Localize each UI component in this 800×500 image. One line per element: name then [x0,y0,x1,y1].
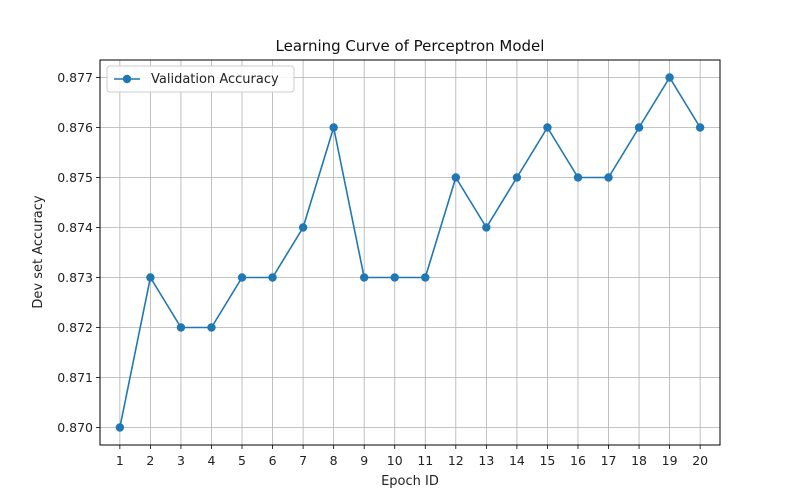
data-point [451,173,461,182]
x-tick-label: 5 [238,453,246,468]
data-point [573,173,583,182]
legend-marker-sample [122,74,132,84]
x-tick-label: 12 [448,453,464,468]
x-tick-label: 14 [509,453,525,468]
x-tick-label: 11 [417,453,433,468]
x-tick-label: 3 [177,453,185,468]
data-point [329,123,338,132]
data-point [207,323,216,332]
y-tick-label: 0.874 [57,220,93,235]
data-point [390,273,399,282]
y-axis: 0.870 0.871 0.872 0.873 0.874 0.875 0.876 0.877 [57,70,100,435]
data-point [665,73,674,82]
x-tick-label: 10 [387,453,403,468]
x-tick-label: 13 [478,453,494,468]
data-point [176,323,186,332]
grid-lines [100,60,720,445]
data-point [298,223,308,232]
x-tick-label: 1 [116,453,124,468]
plot-area [99,59,721,446]
data-point [543,123,552,132]
legend: Validation Accuracy [106,65,295,93]
x-tick-label: 18 [631,453,647,468]
data-point [604,173,613,182]
x-axis-label: Epoch ID [381,474,439,489]
data-point [268,273,277,282]
y-tick-label: 0.875 [57,170,93,185]
x-tick-label: 9 [360,453,368,468]
x-tick-label: 8 [330,453,338,468]
x-tick-label: 2 [146,453,154,468]
x-axis: 1 2 3 4 5 6 7 8 9 10 11 12 13 14 15 16 17 18 19 20 [116,445,708,468]
data-point [237,273,247,282]
x-tick-label: 16 [570,453,586,468]
y-tick-label: 0.876 [57,120,93,135]
series-layer [115,73,705,432]
data-point [421,273,430,282]
x-tick-label: 7 [299,453,307,468]
data-point [146,273,155,282]
y-tick-label: 0.873 [57,270,93,285]
chart-title: Learning Curve of Perceptron Model [276,37,545,55]
x-tick-label: 4 [208,453,216,468]
y-axis-label: Dev set Accuracy [31,195,46,308]
x-tick-label: 15 [539,453,555,468]
y-tick-label: 0.871 [57,370,93,385]
data-point [512,173,522,182]
series-line-0 [119,76,701,428]
x-tick-label: 6 [269,453,277,468]
x-tick-label: 17 [601,453,617,468]
y-tick-label: 0.877 [57,70,93,85]
x-tick-label: 20 [692,453,708,468]
y-tick-label: 0.870 [57,420,93,435]
data-point [695,123,705,132]
data-point [359,273,369,282]
legend-box [106,65,295,93]
legend-label: Validation Accuracy [151,72,279,87]
data-point [482,223,491,232]
y-tick-label: 0.872 [57,320,93,335]
data-point [634,123,644,132]
x-tick-label: 19 [662,453,678,468]
data-point [115,423,125,432]
